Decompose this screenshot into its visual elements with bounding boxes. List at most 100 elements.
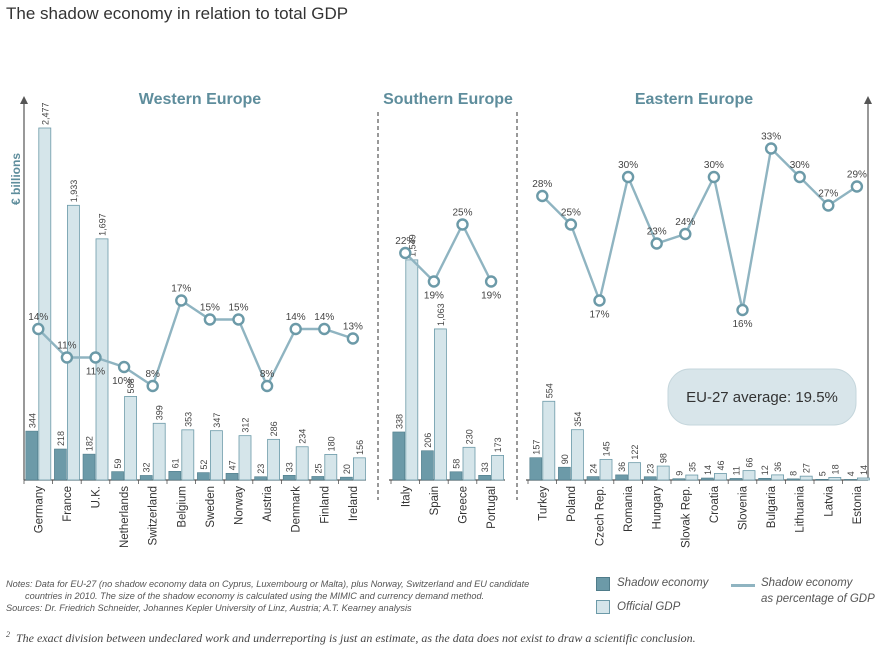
chart-canvas: € billions Western Europe Southern Europe E…	[9, 91, 872, 548]
pct-label: 17%	[589, 310, 609, 321]
category-label: Sweden	[205, 486, 217, 528]
bar-official-gdp	[152, 422, 166, 481]
bar-label-shadow: 8	[789, 471, 799, 476]
bar-label-gdp: 1,697	[98, 213, 108, 236]
bar-shadow-economy	[786, 478, 800, 481]
bar-label-gdp: 46	[716, 460, 726, 470]
bar-label-shadow: 33	[480, 462, 490, 472]
y-axis-label: € billions	[9, 153, 23, 205]
bar-shadow-economy	[254, 476, 267, 481]
pct-point	[399, 246, 412, 260]
category-label: Denmark	[291, 486, 303, 533]
bar-label-shadow: 182	[85, 436, 95, 451]
bar-label-shadow: 20	[342, 464, 352, 474]
footnote-text: The exact division between undeclared wo…	[16, 631, 696, 645]
pct-label: 14%	[28, 312, 48, 323]
pct-label: 27%	[818, 189, 838, 200]
region-title: Southern Europe	[383, 91, 513, 108]
bar-official-gdp	[771, 474, 784, 481]
bar-shadow-economy	[111, 471, 124, 481]
chart-title: The shadow economy in relation to total …	[6, 4, 349, 23]
legend-label-line-2: as percentage of GDP	[761, 593, 875, 605]
category-label: Hungary	[652, 486, 664, 530]
pct-label: 23%	[647, 227, 667, 238]
bar-official-gdp	[462, 446, 476, 481]
bar-label-shadow: 338	[394, 414, 404, 429]
bar-official-gdp	[238, 435, 252, 481]
pct-label: 30%	[790, 160, 810, 171]
pct-label: 22%	[395, 236, 415, 247]
bar-label-gdp: 588	[126, 378, 136, 393]
pct-label: 11%	[86, 367, 105, 378]
bar-shadow-economy	[197, 472, 210, 481]
bar-label-shadow: 206	[423, 433, 433, 448]
bar-shadow-economy	[168, 471, 182, 481]
bar-label-shadow: 218	[56, 431, 66, 446]
pct-point	[427, 275, 441, 288]
pct-point	[60, 351, 74, 364]
notes-line-1: Notes: Data for EU-27 (no shadow economy…	[6, 579, 530, 589]
bar-label-shadow: 59	[113, 459, 123, 469]
bar-official-gdp	[571, 429, 584, 481]
bar-label-gdp: 156	[355, 440, 365, 455]
bar-shadow-economy	[529, 457, 543, 481]
pct-point	[484, 275, 498, 288]
category-label: Finland	[319, 486, 331, 524]
bar-shadow-economy	[225, 473, 239, 481]
legend-label-gdp: Official GDP	[617, 601, 681, 613]
bar-label-shadow: 61	[170, 458, 180, 468]
bar-label-shadow: 5	[817, 471, 827, 476]
bar-shadow-economy	[54, 448, 67, 481]
bar-label-shadow: 47	[228, 460, 238, 470]
bar-shadow-economy	[478, 475, 491, 481]
category-label: Turkey	[537, 486, 549, 521]
notes: Notes: Data for EU-27 (no shadow economy…	[6, 578, 566, 614]
bar-label-shadow: 52	[199, 460, 209, 470]
category-label: Switzerland	[148, 486, 160, 545]
bar-label-gdp: 66	[745, 458, 755, 468]
pct-label: 8%	[260, 369, 275, 380]
bar-shadow-economy	[701, 477, 714, 481]
bar-label-gdp: 554	[544, 383, 554, 398]
pct-label: 16%	[732, 319, 752, 330]
bar-label-gdp: 1,063	[436, 303, 446, 326]
region-title: Western Europe	[139, 91, 262, 108]
bar-shadow-economy	[82, 453, 96, 481]
pct-line-region-2	[404, 221, 493, 284]
bar-official-gdp	[828, 477, 842, 481]
pct-point	[850, 180, 864, 193]
bar-label-gdp: 18	[830, 464, 840, 474]
category-label: Slovenia	[738, 485, 750, 530]
pct-point	[822, 199, 835, 212]
bar-shadow-economy	[815, 478, 829, 481]
bar-shadow-economy	[282, 475, 296, 481]
region-title: Eastern Europe	[635, 91, 753, 108]
pct-label: 25%	[452, 208, 472, 219]
category-label: Austria	[262, 485, 274, 521]
bar-label-gdp: 173	[493, 437, 503, 452]
bar-label-shadow: 32	[142, 462, 152, 472]
category-label: Germany	[33, 486, 45, 534]
category-label: Estonia	[852, 485, 864, 524]
pct-point	[89, 351, 102, 364]
pct-point	[346, 332, 360, 345]
bar-shadow-economy	[615, 474, 628, 481]
bar-shadow-economy	[340, 476, 353, 481]
bar-label-gdp: 35	[687, 462, 697, 472]
bar-shadow-economy	[421, 450, 434, 481]
pct-label: 13%	[343, 322, 363, 333]
bar-label-gdp: 1,933	[69, 180, 79, 203]
pct-point	[564, 218, 578, 231]
pct-point	[456, 218, 469, 231]
bar-label-gdp: 145	[602, 441, 612, 456]
bar-label-gdp: 286	[269, 421, 279, 436]
bar-official-gdp	[267, 438, 281, 481]
y-axis-arrow	[20, 96, 28, 104]
bar-label-shadow: 25	[313, 463, 323, 473]
category-label: Spain	[429, 486, 441, 515]
legend-label-line-1: Shadow economy	[761, 577, 853, 589]
bar-label-gdp: 2,477	[40, 102, 50, 125]
pct-label: 14%	[286, 312, 306, 323]
bar-label-gdp: 180	[326, 436, 336, 451]
bar-shadow-economy	[139, 475, 153, 481]
